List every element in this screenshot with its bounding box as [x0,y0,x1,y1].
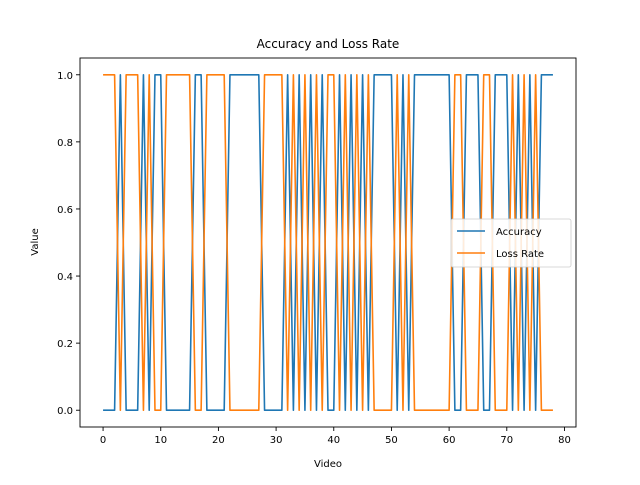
y-tick-label: 0.4 [57,272,73,283]
y-tick-label: 1.0 [57,71,73,82]
x-tick-label: 50 [385,435,398,446]
x-tick-label: 20 [212,435,225,446]
chart-title: Accuracy and Loss Rate [257,37,400,51]
x-tick-label: 80 [558,435,571,446]
y-tick-label: 0.6 [57,205,73,216]
x-tick-label: 60 [443,435,456,446]
series-line-0 [103,73,553,412]
x-axis: 0 10 20 30 40 50 60 70 80 [100,427,571,446]
y-tick-label: 0.0 [57,406,73,417]
x-tick-label: 40 [327,435,340,446]
x-tick-label: 70 [500,435,513,446]
legend-label-1: Loss Rate [496,249,544,260]
x-axis-label: Video [314,459,342,470]
x-tick-label: 10 [154,435,167,446]
plot-area [79,57,577,428]
series-line-1 [103,73,553,412]
legend-label-0: Accuracy [496,227,542,238]
x-tick-label: 30 [270,435,283,446]
legend: Accuracy Loss Rate [450,218,572,268]
y-tick-label: 0.2 [57,339,73,350]
x-tick-label: 0 [100,435,106,446]
y-tick-label: 0.8 [57,138,73,149]
plot-frame [79,57,577,428]
y-axis-label: Value [30,228,41,255]
y-axis: 0.0 0.2 0.4 0.6 0.8 1.0 [57,71,80,417]
